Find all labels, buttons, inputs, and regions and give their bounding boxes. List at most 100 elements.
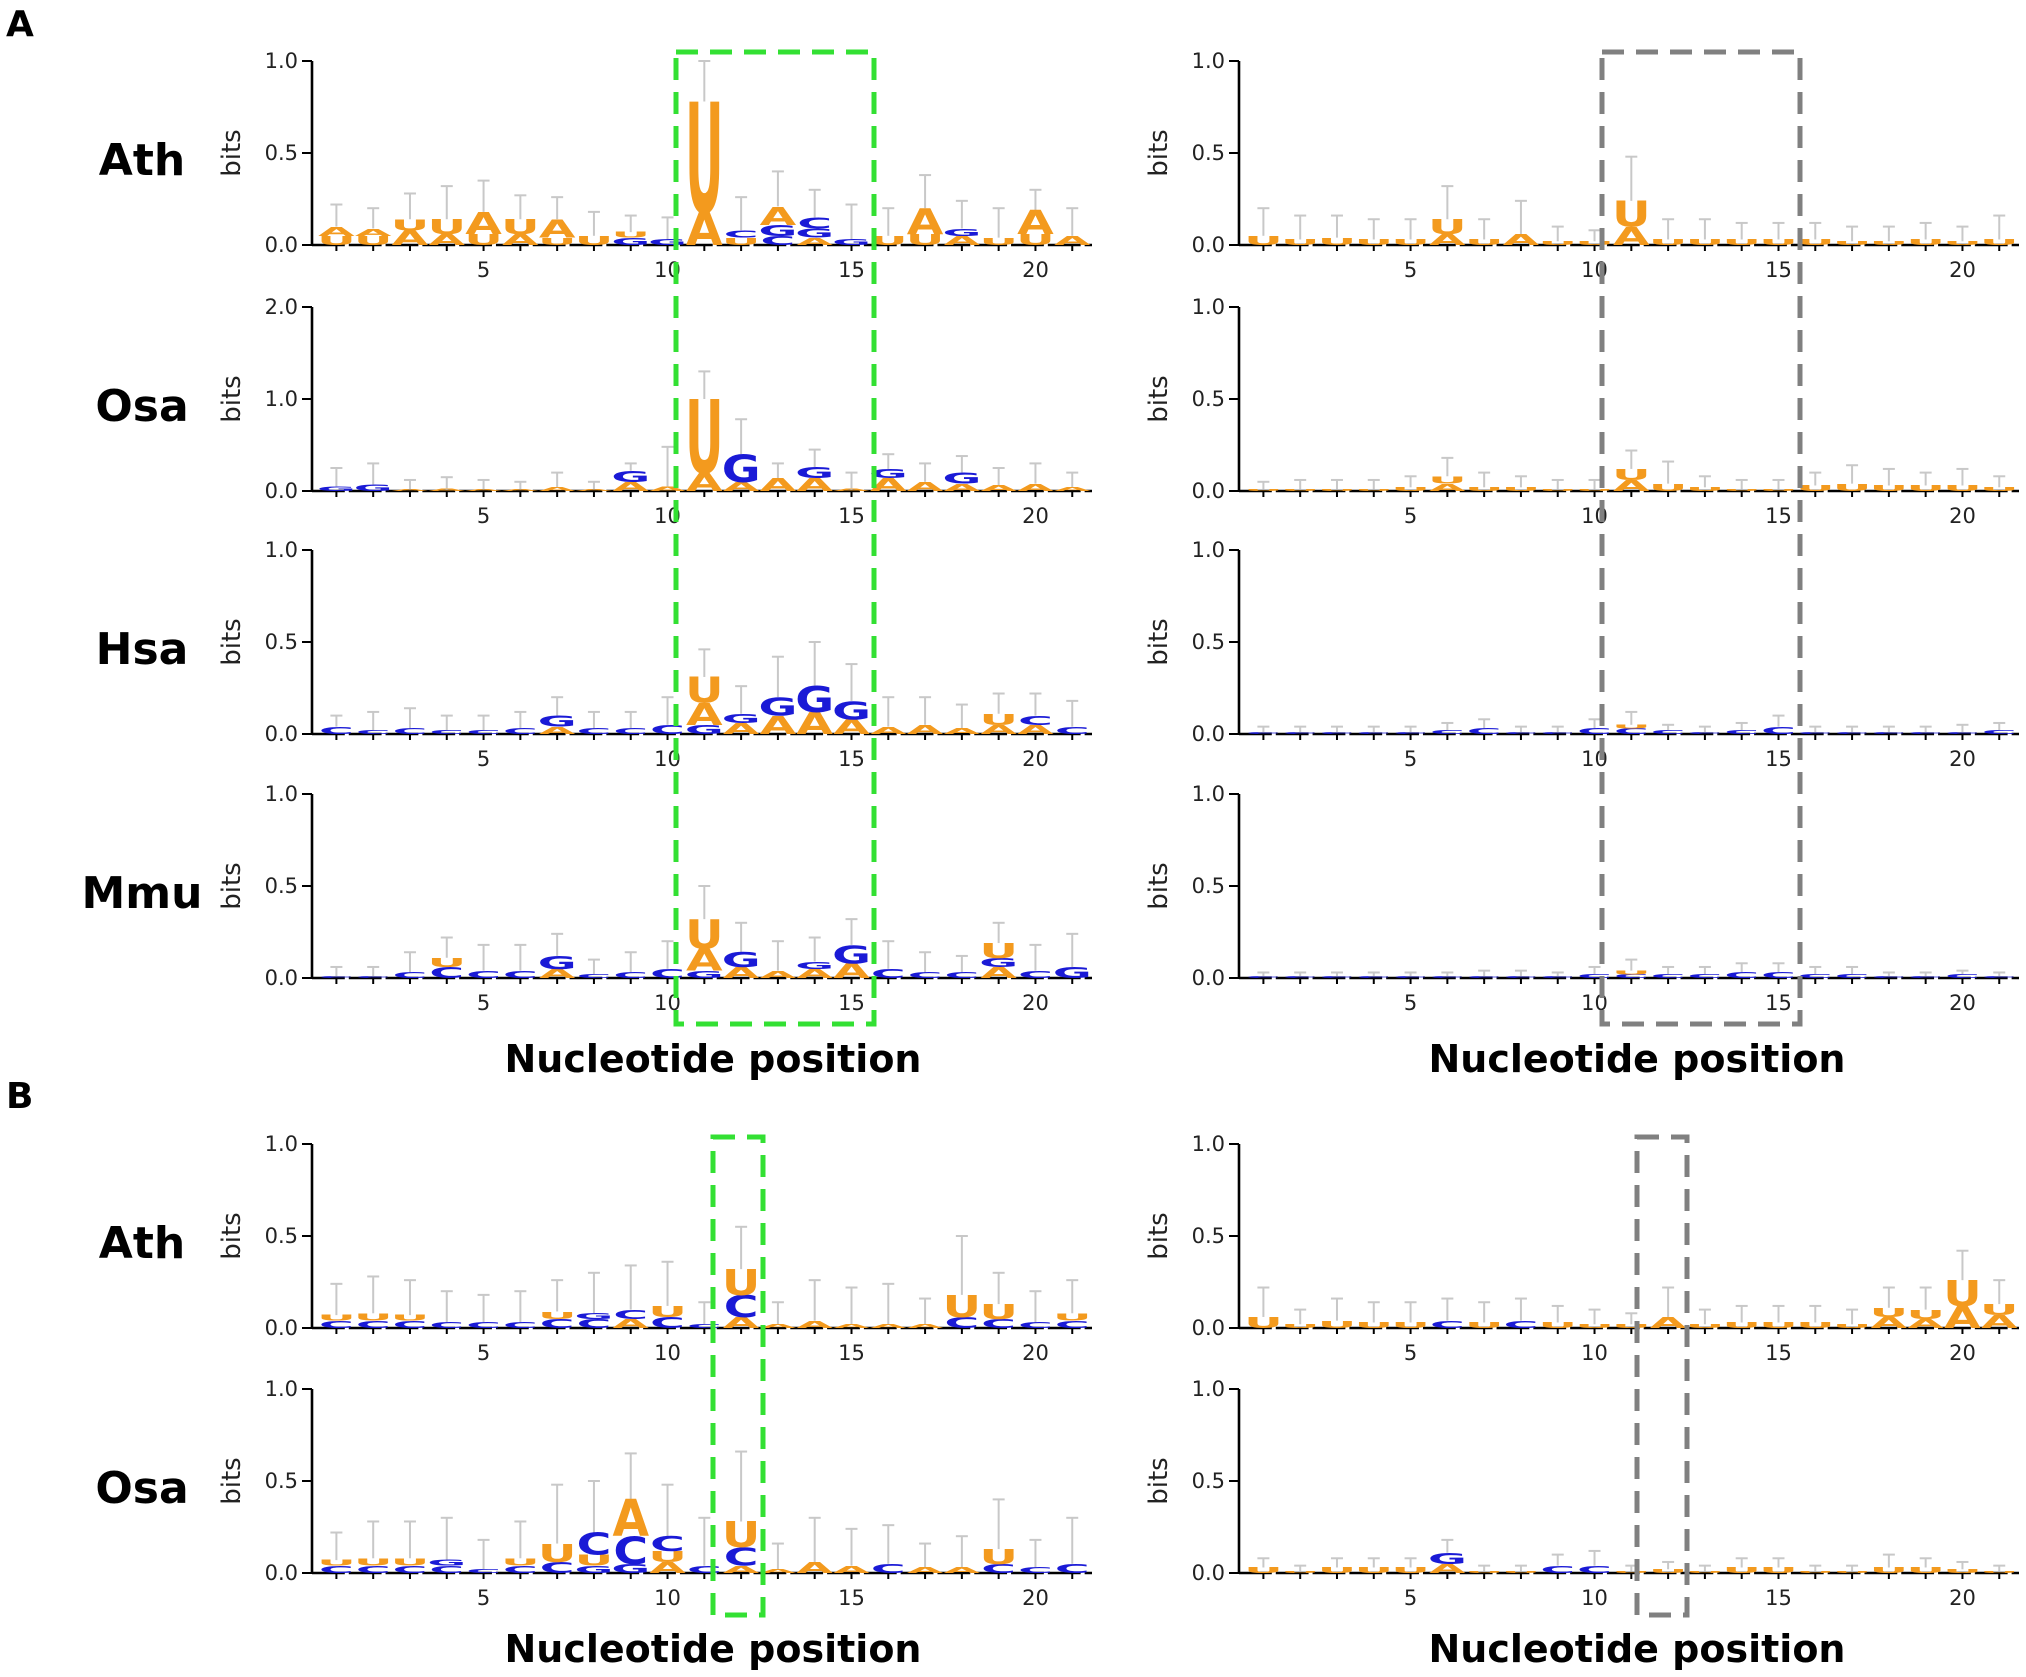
logo-b-right-ath-letter-u: U (1906, 1308, 1944, 1323)
logo-a-right-ath-letter-u: U (1318, 236, 1356, 248)
logo-b-left-osa-y-axis-label: bits (217, 1457, 247, 1504)
logo-a-left-hsa-letter-a: A (833, 715, 870, 739)
logo-b-left-osa-letter-c: C (429, 1564, 464, 1576)
logo-a-left-hsa-x-tick-label: 5 (477, 747, 490, 771)
logo-a-right-ath-letter-u: U (1833, 240, 1871, 246)
logo-b-left-ath-letter-c: C (503, 1321, 538, 1330)
logo-a-left-osa-letter-a: A (870, 475, 907, 495)
logo-a-left-mmu-letter-g: G (795, 960, 834, 972)
logo-a-left-ath-letter-g: G (611, 236, 650, 248)
logo-b-left-osa-letter-c: C (393, 1564, 428, 1576)
logo-a-left-ath-letter-a: A (318, 225, 355, 240)
logo-a-left-ath-letter-u: U (906, 231, 944, 249)
logo-a-left-mmu-y-tick-label: 1.0 (265, 782, 298, 806)
logo-a-right-hsa-letter-c: C (1761, 725, 1796, 737)
logo-a-left-mmu-letter-c: C (1018, 969, 1053, 981)
logo-b-left-osa-letter-u: U (391, 1557, 429, 1569)
logo-b-left-osa-letter-c: C (650, 1532, 685, 1556)
logo-b-left-osa-letter-c: C (871, 1562, 906, 1577)
logo-b-right-osa-x-tick-label: 20 (1949, 1586, 1976, 1610)
logo-b-right-osa-letter-u: U (1943, 1568, 1981, 1574)
logo-a-left-osa-x-tick-label: 20 (1022, 504, 1049, 528)
logo-a-right-osa-letter-u: U (1539, 488, 1577, 491)
logo-b-left-osa-x-tick-label: 5 (477, 1586, 490, 1610)
logo-b-left-osa-letter-c: C (466, 1568, 501, 1574)
logo-a-left-ath-letter-g: G (758, 222, 797, 240)
logo-a-left-osa-letter-a: A (686, 468, 723, 497)
logo-a-left-hsa-letter-a: A (686, 697, 723, 732)
logo-a-left-mmu-letter-g: G (722, 948, 761, 972)
logo-a-left-ath-letter-a: A (502, 231, 539, 249)
logo-a-left-osa-letter-a: A (539, 486, 576, 492)
logo-a-right-osa-y-tick-label: 0.5 (1192, 387, 1225, 411)
logo-a-left-hsa-letter-a: A (907, 723, 944, 738)
logo-a-left-ath-letter-a: A (944, 234, 981, 249)
logo-a-right-mmu-letter-c: C (1356, 975, 1391, 978)
logo-b-left-ath-letter-c: C (429, 1321, 464, 1330)
logo-a-left-ath-letter-u: U (464, 231, 502, 249)
logo-a-left-mmu-letter-c: C (429, 964, 464, 982)
logo-a-right-mmu-letter-u: U (1612, 970, 1650, 976)
logo-b-right-ath-letter-u: U (1943, 1273, 1981, 1314)
logo-b-right-osa-letter-u: U (1465, 1570, 1503, 1573)
logo-b-right-osa-letter-u: U (1244, 1566, 1282, 1575)
logo-a-left-osa-letter-a: A (649, 485, 686, 492)
logo-a-left-hsa-letter-a: A (723, 720, 760, 738)
logo-b-right-ath-letter-u: U (1391, 1321, 1429, 1330)
logo-b-right-ath-y-tick-label: 1.0 (1192, 1132, 1225, 1156)
logo-a-left-hsa-letter-a: A (796, 707, 833, 742)
logo-b-right-ath-letter-a: A (1650, 1314, 1687, 1332)
logo-b-left-osa-x-tick-label: 15 (838, 1586, 865, 1610)
logo-a-left-hsa-y-tick-label: 1.0 (265, 538, 298, 562)
logo-a-right-osa-letter-u: U (1649, 482, 1687, 494)
logo-b-left-ath-letter-c: C (650, 1314, 685, 1332)
logo-b-left-ath-letter-u: U (648, 1303, 686, 1321)
logo-b-right-ath-letter-u: U (1244, 1314, 1282, 1332)
logo-a-left-hsa-letter-a: A (1017, 723, 1054, 738)
logo-a-left-mmu-letter-a: A (833, 959, 870, 983)
logo-a-left-mmu-letter-a: A (980, 964, 1017, 982)
logo-a-right-ath-letter-u: U (1722, 238, 1760, 247)
logo-a-left-osa-letter-a: A (392, 488, 429, 491)
logo-a-left-ath-letter-u: U (317, 234, 355, 249)
logo-b-right-ath-letter-u: U (1612, 1323, 1650, 1329)
logo-b-right-osa-letter-u: U (1906, 1566, 1944, 1575)
logo-a-left-osa-letter-u: U (685, 379, 723, 497)
logo-a-left-ath-letter-a: A (428, 231, 465, 249)
logo-b-left-osa-x-tick-label: 10 (654, 1586, 681, 1610)
logo-b-left-osa-letter-u: U (722, 1514, 760, 1555)
logo-b-right-ath-x-tick-label: 5 (1404, 1341, 1417, 1365)
logo-b-left-ath-letter-c: C (393, 1319, 428, 1331)
logo-b-left-ath-letter-u: U (354, 1312, 392, 1324)
logo-a-left-mmu-letter-u: U (979, 939, 1017, 963)
logo-a-right-mmu-letter-c: C (1504, 975, 1539, 978)
logo-a-left-osa-letter-a: A (833, 488, 870, 492)
logo-a-right-mmu-letter-c: C (1320, 975, 1355, 978)
logo-a-left-mmu-letter-g: G (979, 956, 1018, 971)
logo-b-left-ath-x-tick-label: 20 (1022, 1341, 1049, 1365)
logo-b-right-ath-letter-u: U (1575, 1323, 1613, 1329)
logo-a-left-ath-y-axis-label: bits (217, 129, 247, 176)
logo-b-right-ath-letter-a: A (1907, 1317, 1944, 1332)
logo-a-right-mmu-letter-c: C (1945, 973, 1980, 979)
logo-a-right-hsa-y-axis-label: bits (1144, 618, 1174, 665)
logo-a-left-hsa-letter-u: U (685, 670, 723, 711)
logo-b-right-ath-x-tick-label: 10 (1581, 1341, 1608, 1365)
logo-a-left-hsa-letter-c: C (613, 727, 648, 736)
logo-b-left-ath-letter-c: C (1055, 1319, 1090, 1331)
logo-b-left-osa-letter-a: A (907, 1566, 945, 1575)
logo-a-right-mmu-letter-c: C (1835, 973, 1870, 979)
logo-b-right-osa-letter-u: U (1833, 1570, 1871, 1573)
logo-a-right-ath-letter-u: U (1355, 238, 1393, 247)
logo-a-left-mmu-x-tick-label: 20 (1022, 991, 1049, 1015)
logo-a-left-hsa-letter-c: C (466, 729, 501, 735)
logo-b-right-ath-letter-u: U (1980, 1301, 2018, 1319)
logo-a-left-osa-x-tick-label: 5 (477, 504, 490, 528)
logo-a-right-ath-letter-u: U (1465, 238, 1503, 247)
panel-b-right-x-title: Nucleotide position (1429, 1627, 1846, 1671)
logo-a-left-osa-species-label: Osa (95, 381, 188, 432)
logo-b-left-ath-y-tick-label: 1.0 (265, 1132, 298, 1156)
logo-b-left-ath-letter-c: C (1018, 1321, 1053, 1330)
logo-b-left-ath-letter-u: U (1053, 1312, 1091, 1324)
